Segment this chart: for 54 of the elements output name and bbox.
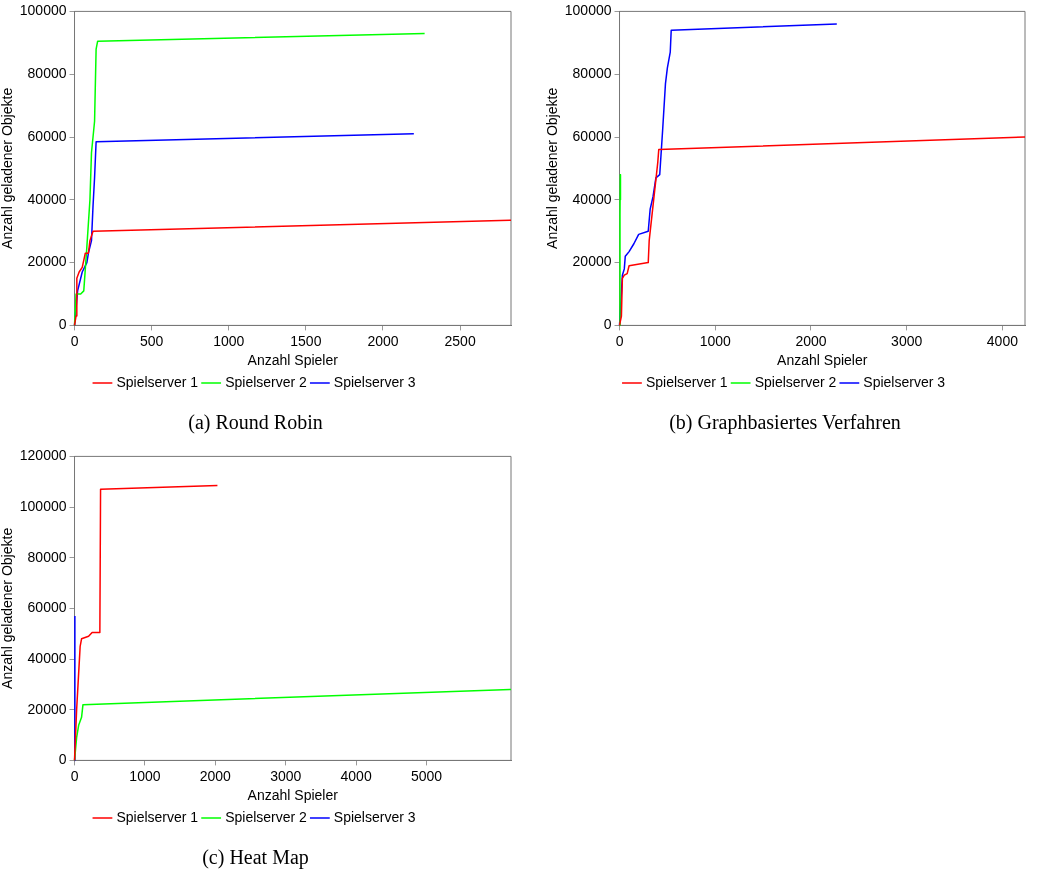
y-tick-label: 100000 [19, 497, 67, 514]
x-tick-label: 2000 [795, 332, 827, 349]
legend-label: Spielserver 3 [333, 808, 416, 825]
x-tick-label: 1000 [699, 332, 732, 349]
legend-label: Spielserver 2 [225, 808, 308, 825]
text: (b) Graphbasiertes Verfahren [669, 411, 901, 435]
x-tick-label: 2000 [367, 332, 399, 349]
x-tick-label: 3000 [891, 332, 923, 349]
y-tick-label: 0 [58, 751, 67, 768]
x-tick-label: 3000 [270, 767, 302, 784]
legend-label: Spielserver 1 [116, 808, 199, 825]
x-axis-title: Anzahl Spieler [777, 352, 868, 369]
y-tick-label: 20000 [27, 253, 67, 270]
legend-label: Spielserver 2 [225, 373, 308, 390]
legend-label: Spielserver 1 [645, 373, 728, 390]
y-tick-label: 0 [603, 316, 612, 333]
y-tick-label: 40000 [572, 190, 612, 207]
x-tick-label: 1000 [129, 767, 161, 784]
y-tick-label: 80000 [572, 65, 612, 82]
x-tick-label: 0 [70, 767, 79, 784]
legend-label: Spielserver 3 [333, 373, 416, 390]
x-tick-label: 4000 [986, 332, 1019, 349]
legend-label: Spielserver 2 [754, 373, 837, 390]
text: (a) Round Robin [188, 411, 323, 435]
x-tick-label: 5000 [410, 767, 443, 784]
y-tick-label: 20000 [27, 700, 67, 717]
y-tick-label: 40000 [27, 649, 67, 666]
x-axis-title: Anzahl Spieler [247, 352, 339, 369]
x-tick-label: 0 [70, 332, 79, 349]
y-tick-label: 60000 [27, 599, 67, 616]
y-tick-label: 40000 [27, 190, 67, 207]
x-tick-label: 0 [615, 332, 624, 349]
legend-label: Spielserver 1 [116, 373, 199, 390]
x-tick-label: 1500 [290, 332, 322, 349]
y-tick-label: 100000 [564, 2, 612, 19]
x-axis-title: Anzahl Spieler [247, 787, 339, 804]
y-tick-label: 120000 [19, 447, 67, 464]
y-tick-label: 100000 [19, 2, 67, 19]
y-tick-label: 80000 [27, 548, 67, 565]
y-axis-title: Anzahl geladener Objekte [544, 87, 561, 249]
x-tick-label: 4000 [340, 767, 372, 784]
x-tick-label: 2000 [199, 767, 232, 784]
y-tick-label: 60000 [27, 127, 67, 144]
y-axis-title: Anzahl geladener Objekte [0, 527, 16, 689]
y-tick-label: 80000 [27, 65, 67, 82]
y-tick-label: 0 [58, 316, 67, 333]
x-tick-label: 1000 [213, 332, 245, 349]
y-tick-label: 60000 [572, 127, 612, 144]
text: (c) Heat Map [202, 846, 309, 870]
x-tick-label: 500 [139, 332, 164, 349]
legend-label: Spielserver 3 [863, 373, 946, 390]
y-tick-label: 20000 [572, 253, 612, 270]
y-axis-title: Anzahl geladener Objekte [0, 87, 16, 249]
x-tick-label: 2500 [444, 332, 476, 349]
